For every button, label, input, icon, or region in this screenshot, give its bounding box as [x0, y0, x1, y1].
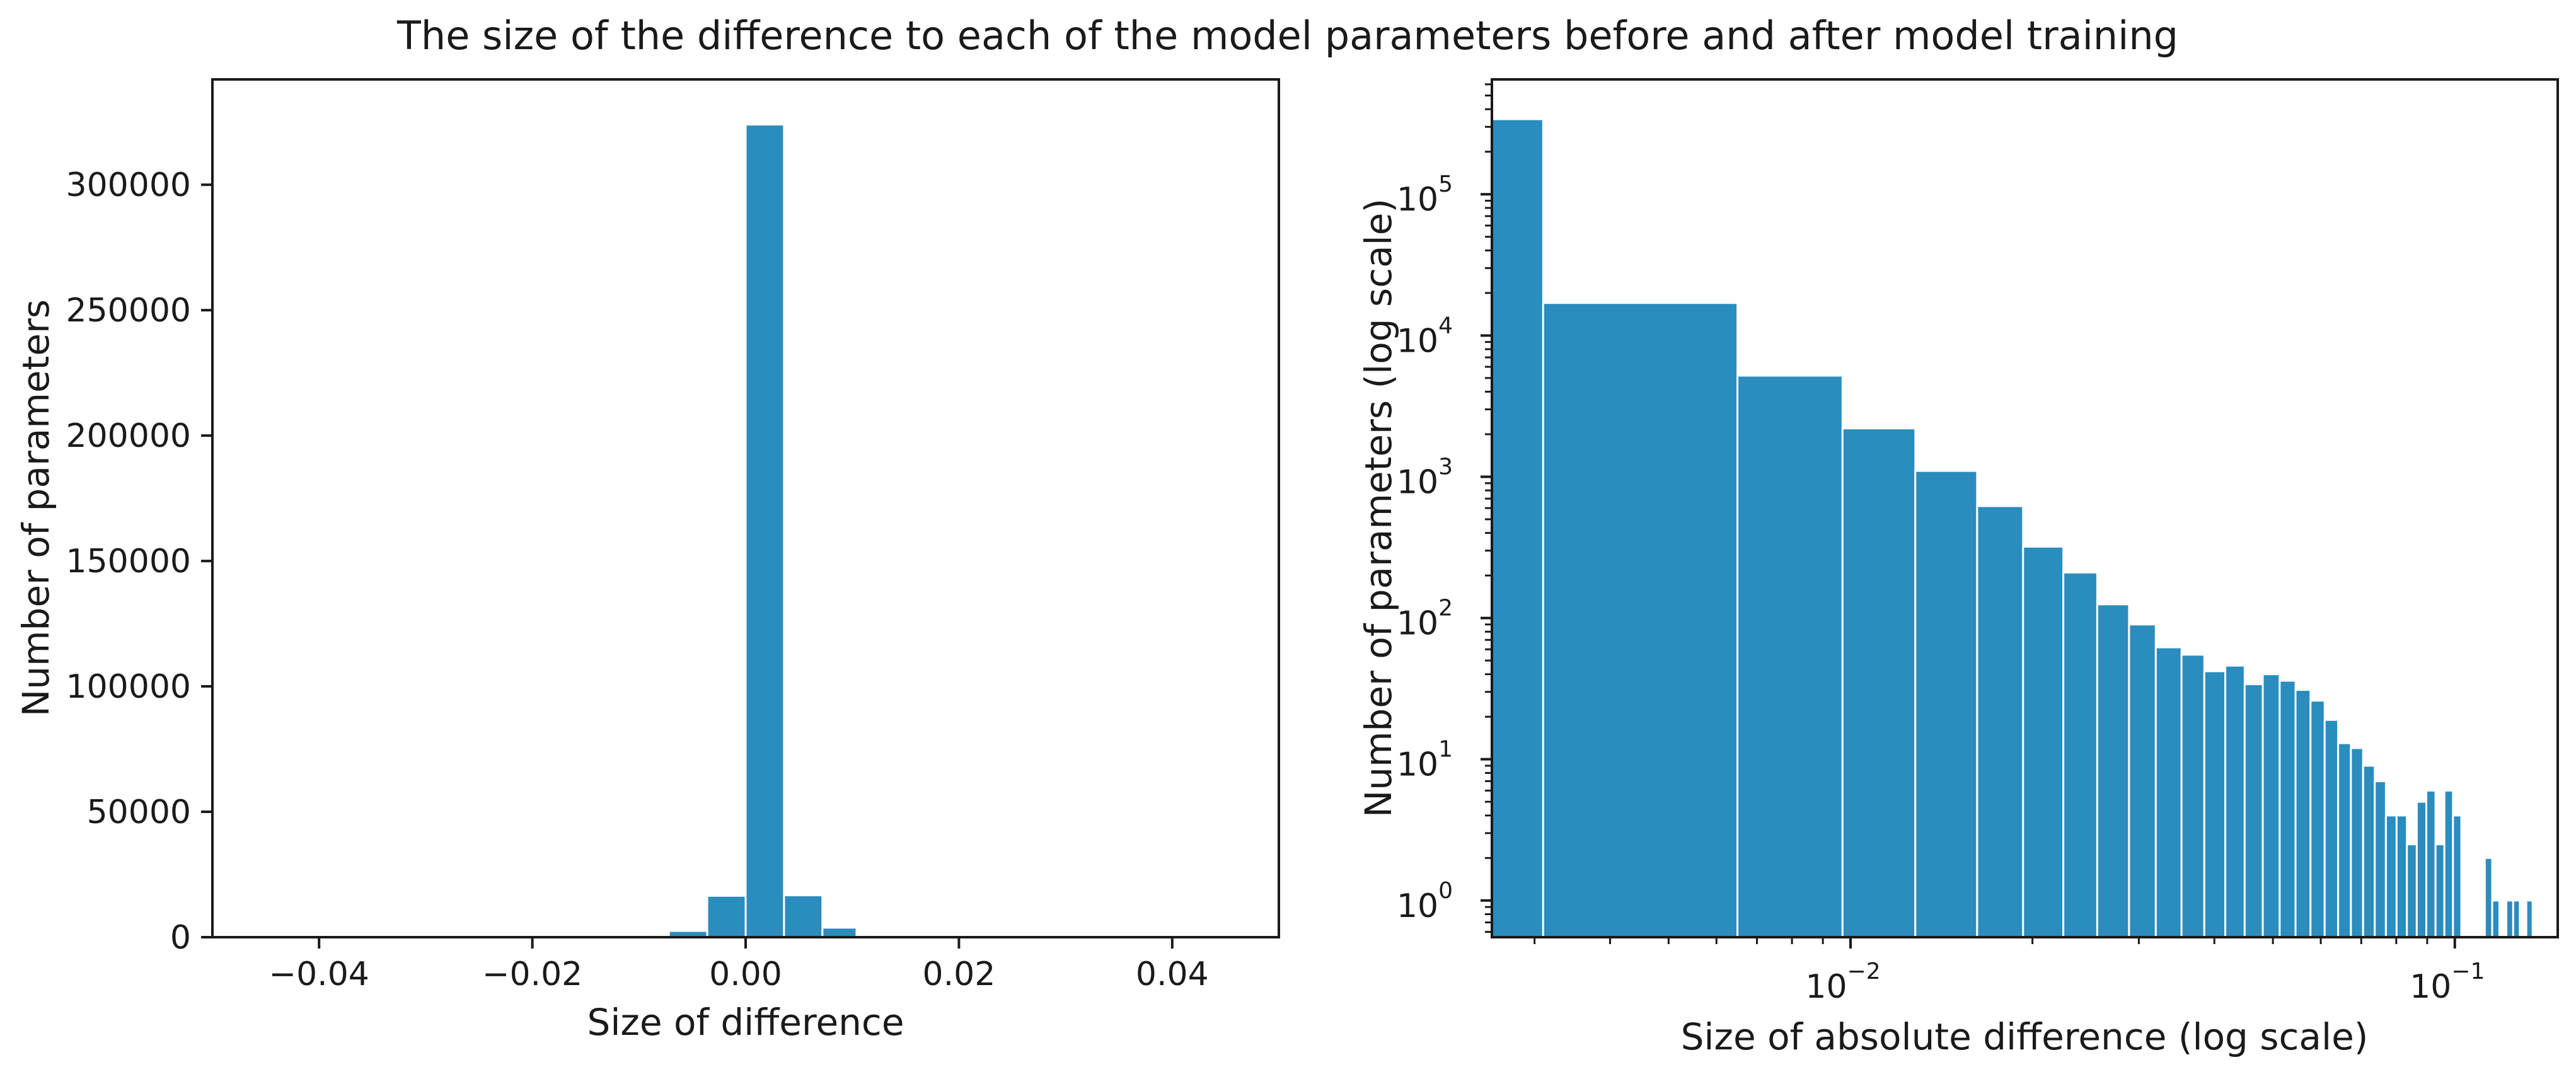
right-bar	[2224, 664, 2246, 938]
right-bar	[1736, 374, 1844, 938]
figure-title: The size of the difference to each of th…	[396, 13, 2178, 59]
right-bar	[2279, 679, 2297, 938]
right-bar	[2384, 814, 2398, 938]
left-bar	[744, 124, 785, 938]
right-y-tick-label: 103	[1397, 454, 1453, 501]
right-bar	[2323, 718, 2340, 938]
right-bar	[1542, 302, 1739, 938]
right-bar	[2415, 800, 2427, 938]
left-x-axis-label: Size of difference	[587, 1001, 904, 1044]
left-y-tick-label: 300000	[66, 166, 191, 204]
right-bar	[2350, 747, 2364, 938]
left-x-ticks: −0.04 −0.02 0.00 0.02 0.04	[269, 937, 1209, 993]
right-y-axis-label: Number of parameters (log scale)	[1357, 199, 1400, 817]
histogram-difference: −0.04 −0.02 0.00 0.02 0.04 0 50000 100000 15000…	[14, 78, 1280, 1044]
right-y-tick-label: 105	[1397, 171, 1453, 219]
left-bars	[633, 124, 892, 938]
right-bar	[1914, 470, 1978, 938]
right-bar	[2128, 623, 2157, 938]
right-bar	[2443, 789, 2454, 938]
right-bars	[1491, 118, 2534, 938]
right-bar	[2505, 899, 2514, 938]
right-bar	[2525, 899, 2534, 938]
right-bar	[2425, 789, 2437, 938]
right-bar	[2261, 673, 2281, 938]
left-x-tick-label: 0.04	[1136, 955, 1209, 993]
right-y-tick-label: 102	[1397, 596, 1453, 643]
left-axes-frame	[211, 78, 1280, 938]
left-y-tick-label: 150000	[66, 543, 191, 580]
right-x-axis-label: Size of absolute difference (log scale)	[1681, 1015, 2369, 1058]
right-y-tick-label: 100	[1397, 878, 1453, 925]
histogram-absolute-difference-log: 10−2 10−1 100 101 102 103 104 105 Size of abso…	[1357, 78, 2559, 1058]
right-y-ticks: 100 101 102 103 104 105	[1397, 83, 1492, 933]
right-bar	[2294, 689, 2312, 938]
right-bar	[2243, 683, 2264, 938]
right-bar	[2203, 670, 2227, 938]
left-bar	[783, 894, 824, 938]
left-bar	[706, 894, 747, 938]
right-bar	[2022, 545, 2065, 938]
right-bar	[2491, 899, 2500, 938]
right-x-ticks: 10−2 10−1	[1533, 937, 2485, 1006]
left-y-tick-label: 250000	[66, 292, 191, 330]
right-bar	[2180, 654, 2205, 938]
right-bar	[2062, 571, 2098, 938]
right-bar	[2362, 765, 2376, 938]
left-bar	[821, 926, 858, 938]
left-y-tick-label: 200000	[66, 417, 191, 455]
left-y-tick-label: 50000	[87, 793, 191, 831]
left-y-tick-label: 100000	[66, 668, 191, 706]
left-x-tick-label: 0.02	[923, 955, 996, 993]
right-bar	[1491, 118, 1544, 938]
left-y-tick-label: 0	[170, 919, 191, 957]
right-bar	[1841, 427, 1917, 938]
right-y-tick-label: 101	[1397, 737, 1453, 784]
left-y-axis-label: Number of parameters	[14, 299, 57, 717]
right-bar	[2154, 646, 2183, 938]
right-bar	[2406, 843, 2418, 938]
left-x-tick-label: −0.02	[482, 955, 582, 993]
right-y-tick-label: 104	[1397, 313, 1453, 360]
right-bar	[1976, 505, 2024, 938]
right-bar	[2096, 603, 2130, 938]
right-bar	[2512, 899, 2521, 938]
right-bar	[2395, 814, 2408, 938]
right-bar	[2434, 843, 2446, 938]
right-x-tick-label: 10−1	[2410, 959, 2485, 1006]
right-bar	[2309, 700, 2326, 938]
right-x-tick-label: 10−2	[1805, 959, 1880, 1006]
right-axes-frame	[1491, 78, 2559, 938]
left-x-tick-label: 0.00	[709, 955, 782, 993]
left-x-tick-label: −0.04	[269, 955, 369, 993]
right-bar	[2452, 814, 2463, 938]
right-bar	[2337, 742, 2352, 938]
left-y-ticks: 0 50000 100000 150000 200000 250000 300000	[66, 166, 212, 957]
right-bar	[2374, 780, 2387, 938]
right-bar	[2483, 857, 2493, 938]
